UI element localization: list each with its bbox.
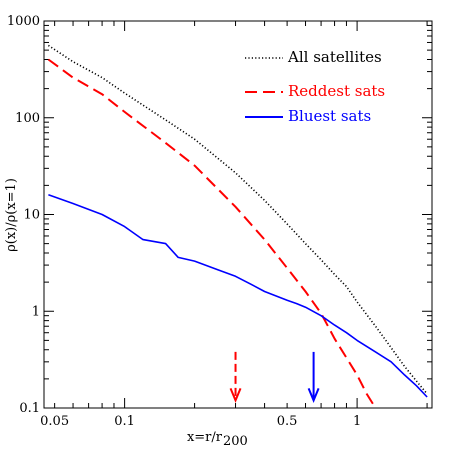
legend-label-all-satellites: All satellites <box>287 48 382 66</box>
x-tick-label: 1 <box>353 414 361 429</box>
y-axis-label: ρ(x)/ρ(x=1) <box>4 178 19 252</box>
arrow-marker-head <box>229 387 242 403</box>
series-layer <box>47 44 428 409</box>
y-tick-label: 1000 <box>7 14 40 29</box>
markers-layer <box>229 351 320 403</box>
y-tick-label: 0.1 <box>19 401 40 416</box>
x-tick-label: 0.1 <box>114 414 135 429</box>
x-axis-label-subscript: 200 <box>223 434 248 449</box>
x-tick-label: 0.05 <box>40 414 69 429</box>
y-tick-label: 10 <box>23 208 40 223</box>
legend-label-reddest-sats: Reddest sats <box>288 82 385 100</box>
series-line-reddest-sats <box>47 58 377 409</box>
legend: All satellites Reddest sats Bluest sats <box>245 48 385 125</box>
x-tick-label: 0.5 <box>277 414 298 429</box>
x-axis-label: x=r/r <box>187 430 223 445</box>
y-tick-label: 1 <box>32 304 40 319</box>
legend-label-bluest-sats: Bluest sats <box>288 107 371 125</box>
series-line-bluest-sats <box>48 194 428 398</box>
y-tick-label: 100 <box>15 111 40 126</box>
arrow-marker-head <box>307 387 320 403</box>
